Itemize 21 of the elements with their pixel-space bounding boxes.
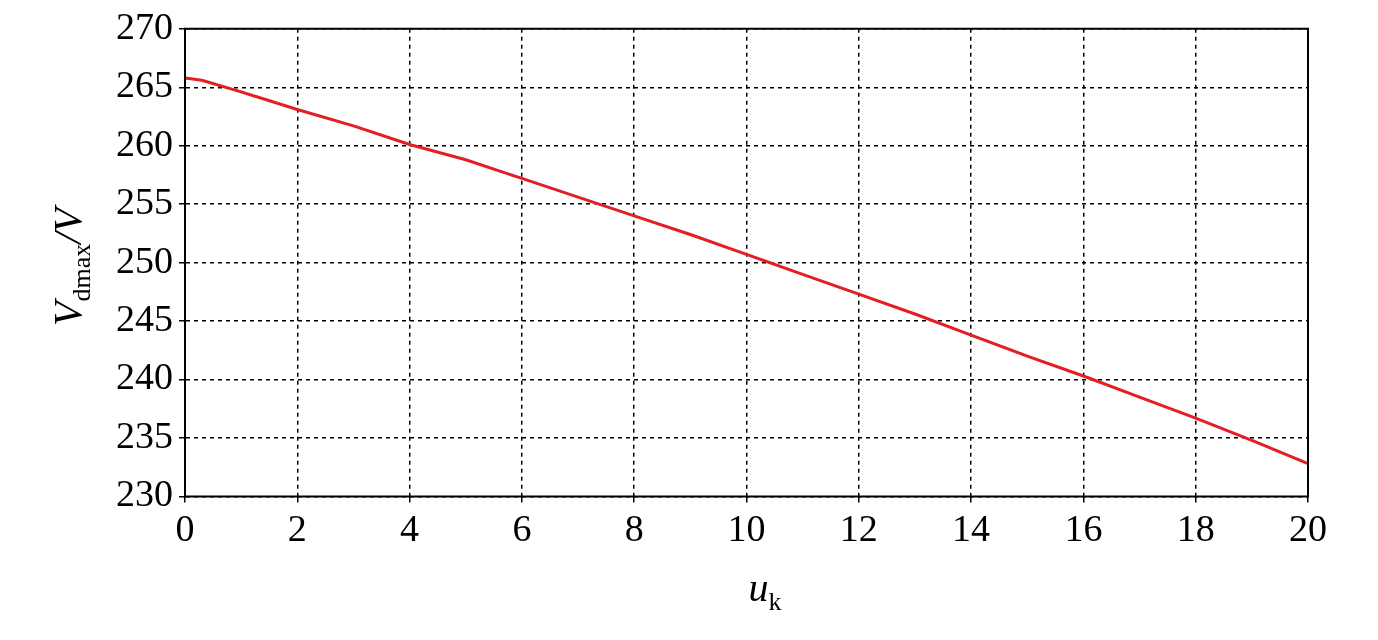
- x-tick-label: 10: [727, 507, 766, 550]
- y-tick-label: 270: [116, 4, 173, 47]
- y-tick-label: 265: [116, 63, 173, 106]
- y-tick-label: 240: [116, 355, 173, 398]
- x-tick-label: 18: [1176, 507, 1215, 550]
- x-tick-label: 6: [512, 507, 532, 550]
- x-axis-title: u$_{k}$: [748, 563, 782, 617]
- x-tick-label: 8: [624, 507, 644, 550]
- y-tick-label: 255: [116, 180, 173, 223]
- y-tick-label: 260: [116, 121, 173, 164]
- y-tick-label: 250: [116, 238, 173, 281]
- x-tick-label: 16: [1064, 507, 1103, 550]
- x-tick-label: 2: [287, 507, 307, 550]
- x-tick-label: 20: [1289, 507, 1327, 550]
- y-tick-label: 235: [116, 413, 173, 456]
- x-tick-label: 12: [839, 507, 878, 550]
- x-tick-label: 14: [952, 507, 991, 550]
- y-tick-label: 230: [116, 472, 173, 515]
- x-tick-label: 4: [400, 507, 420, 550]
- x-tick-label: 0: [175, 507, 195, 550]
- y-tick-label: 245: [116, 297, 173, 340]
